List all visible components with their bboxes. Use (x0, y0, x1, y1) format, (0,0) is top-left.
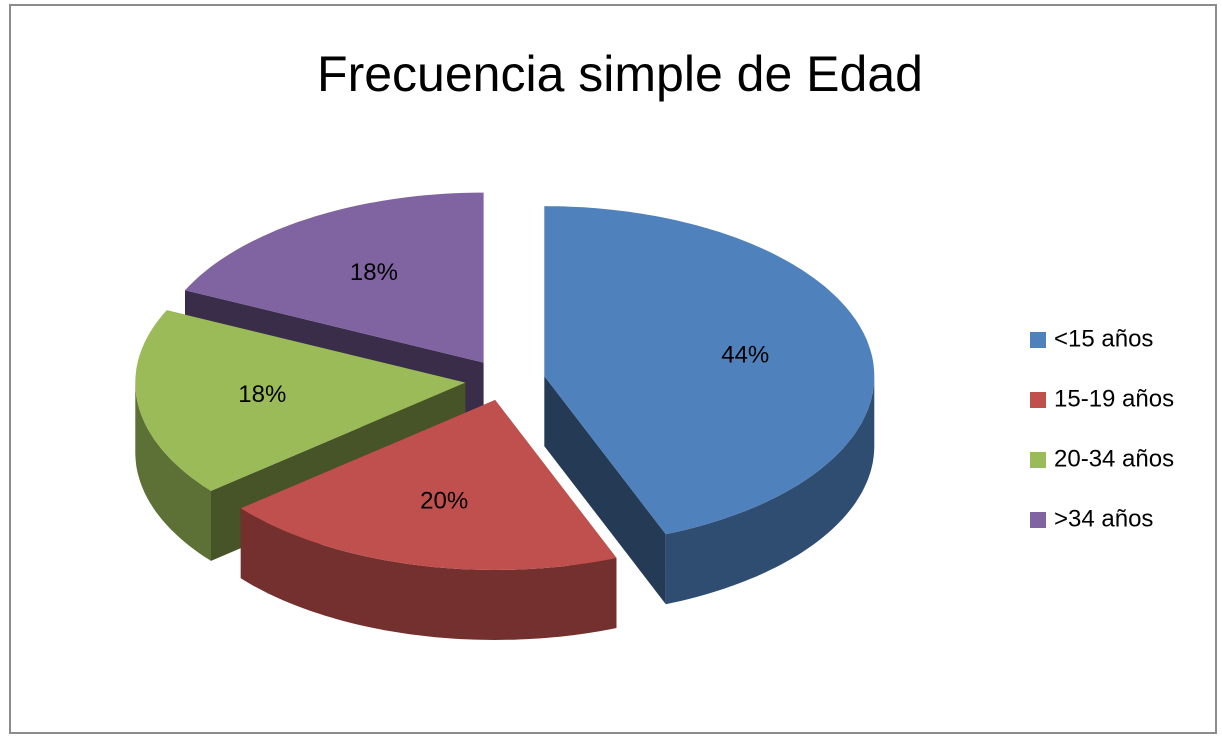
legend-swatch (1030, 392, 1046, 408)
slice-wall (544, 376, 666, 605)
slice (185, 192, 484, 363)
slice (544, 206, 875, 535)
slice-side (665, 376, 875, 605)
legend-swatch (1030, 332, 1046, 348)
legend-label: 15-19 años (1054, 385, 1174, 412)
data-label: 20% (420, 487, 468, 514)
data-label: 18% (350, 259, 398, 286)
legend-label: >34 años (1054, 505, 1153, 532)
slice-side (240, 508, 617, 640)
chart-title: Frecuencia simple de Edad (317, 46, 923, 102)
legend-swatch (1030, 512, 1046, 528)
slice (135, 310, 466, 491)
data-label: 44% (721, 342, 769, 369)
legend-label: 20-34 años (1054, 445, 1174, 472)
slice-side (135, 382, 211, 561)
legend-label: <15 años (1054, 325, 1153, 352)
data-label: 18% (238, 381, 286, 408)
legend-swatch (1030, 452, 1046, 468)
slice (240, 400, 617, 570)
